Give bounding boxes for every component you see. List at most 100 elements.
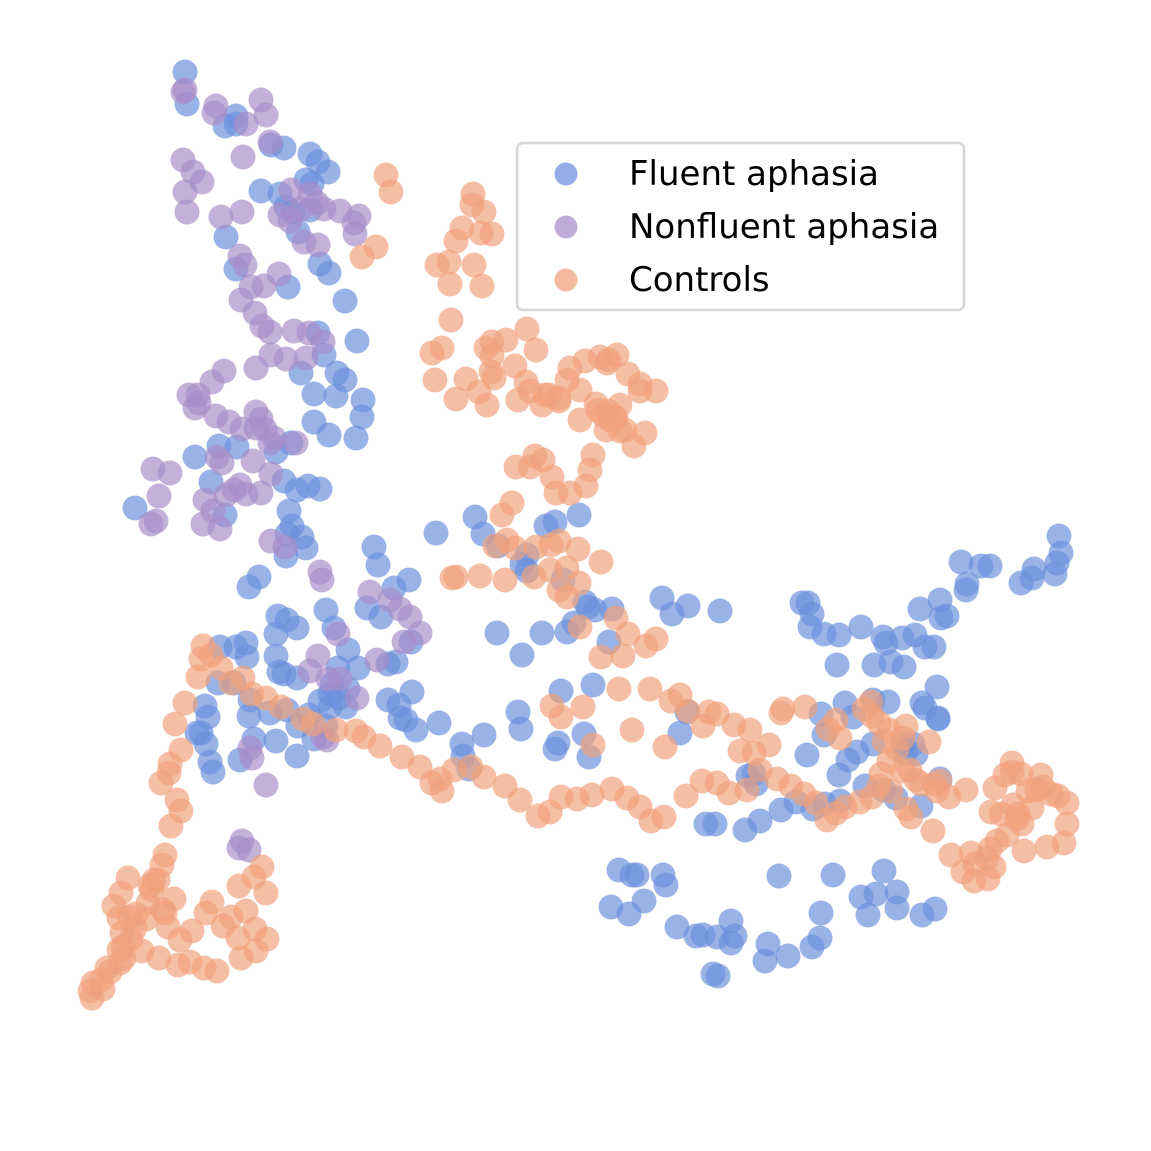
point-fluent-aphasia-0 xyxy=(172,59,198,85)
point-controls-99 xyxy=(615,621,641,647)
point-fluent-aphasia-250 xyxy=(948,549,974,575)
point-nonfluent-aphasia-67 xyxy=(233,481,259,507)
point-fluent-aphasia-246 xyxy=(928,605,954,631)
point-controls-213 xyxy=(525,803,551,829)
point-nonfluent-aphasia-4 xyxy=(201,100,227,126)
point-controls-121 xyxy=(756,732,782,758)
point-nonfluent-aphasia-94 xyxy=(327,666,353,692)
legend: Fluent aphasia Nonfluent aphasia Control… xyxy=(515,141,966,312)
point-fluent-aphasia-119 xyxy=(184,720,210,746)
point-fluent-aphasia-60 xyxy=(396,567,422,593)
point-controls-273 xyxy=(115,865,141,891)
point-controls-135 xyxy=(893,713,919,739)
point-controls-138 xyxy=(871,728,897,754)
point-controls-198 xyxy=(747,757,773,783)
point-controls-227 xyxy=(323,717,349,743)
point-controls-124 xyxy=(770,696,796,722)
point-nonfluent-aphasia-58 xyxy=(229,416,255,442)
point-controls-66 xyxy=(567,407,593,433)
point-controls-240 xyxy=(172,690,198,716)
point-controls-172 xyxy=(1028,762,1054,788)
point-fluent-aphasia-191 xyxy=(705,963,731,989)
point-controls-281 xyxy=(179,918,205,944)
point-controls-88 xyxy=(565,536,591,562)
point-fluent-aphasia-183 xyxy=(664,914,690,940)
point-nonfluent-aphasia-44 xyxy=(243,355,269,381)
point-fluent-aphasia-143 xyxy=(386,692,412,718)
point-nonfluent-aphasia-82 xyxy=(309,567,335,593)
point-nonfluent-aphasia-100 xyxy=(253,772,279,798)
point-fluent-aphasia-145 xyxy=(508,716,534,742)
point-nonfluent-aphasia-20 xyxy=(277,208,303,234)
point-fluent-aphasia-202 xyxy=(884,895,910,921)
point-controls-81 xyxy=(467,563,493,589)
point-fluent-aphasia-160 xyxy=(794,742,820,768)
point-fluent-aphasia-209 xyxy=(747,808,773,834)
point-nonfluent-aphasia-90 xyxy=(325,621,351,647)
legend-marker-controls xyxy=(554,268,578,292)
point-controls-35 xyxy=(474,392,500,418)
point-fluent-aphasia-255 xyxy=(1021,556,1047,582)
point-controls-15 xyxy=(469,273,495,299)
point-fluent-aphasia-204 xyxy=(922,896,948,922)
point-controls-245 xyxy=(148,770,174,796)
point-controls-76 xyxy=(530,447,556,473)
legend-box xyxy=(515,141,966,312)
point-controls-169 xyxy=(1000,792,1026,818)
point-fluent-aphasia-152 xyxy=(580,672,606,698)
point-nonfluent-aphasia-12 xyxy=(172,179,198,205)
point-controls-103 xyxy=(643,626,669,652)
point-nonfluent-aphasia-5 xyxy=(233,111,259,137)
point-fluent-aphasia-193 xyxy=(752,948,778,974)
point-controls-51 xyxy=(643,378,669,404)
point-fluent-aphasia-245 xyxy=(907,596,933,622)
point-fluent-aphasia-196 xyxy=(807,925,833,951)
point-controls-89 xyxy=(588,549,614,575)
point-fluent-aphasia-249 xyxy=(954,571,980,597)
point-controls-84 xyxy=(492,567,518,593)
point-nonfluent-aphasia-18 xyxy=(229,199,255,225)
point-fluent-aphasia-102 xyxy=(471,722,497,748)
point-controls-8 xyxy=(471,199,497,225)
point-controls-178 xyxy=(1034,834,1060,860)
point-fluent-aphasia-176 xyxy=(650,862,676,888)
point-nonfluent-aphasia-50 xyxy=(182,395,208,421)
point-nonfluent-aphasia-103 xyxy=(236,837,262,863)
point-fluent-aphasia-174 xyxy=(693,811,719,837)
point-controls-239 xyxy=(185,664,211,690)
point-nonfluent-aphasia-17 xyxy=(278,177,304,203)
point-fluent-aphasia-31 xyxy=(323,383,349,409)
point-fluent-aphasia-179 xyxy=(606,857,632,883)
point-fluent-aphasia-150 xyxy=(484,620,510,646)
point-controls-186 xyxy=(893,796,919,822)
point-controls-275 xyxy=(145,867,171,893)
point-controls-215 xyxy=(492,773,518,799)
point-fluent-aphasia-200 xyxy=(863,881,889,907)
point-fluent-aphasia-47 xyxy=(122,495,148,521)
point-controls-202 xyxy=(689,768,715,794)
point-controls-122 xyxy=(727,738,753,764)
point-fluent-aphasia-171 xyxy=(921,634,947,660)
point-controls-92 xyxy=(554,555,580,581)
point-fluent-aphasia-194 xyxy=(775,943,801,969)
point-controls-179 xyxy=(1011,838,1037,864)
point-fluent-aphasia-229 xyxy=(924,674,950,700)
point-controls-14 xyxy=(461,252,487,278)
point-fluent-aphasia-35 xyxy=(316,422,342,448)
point-nonfluent-aphasia-75 xyxy=(146,483,172,509)
point-fluent-aphasia-242 xyxy=(870,624,896,650)
point-nonfluent-aphasia-61 xyxy=(261,425,287,451)
point-controls-94 xyxy=(502,535,528,561)
point-controls-30 xyxy=(479,343,505,369)
point-controls-78 xyxy=(489,502,515,528)
point-fluent-aphasia-52 xyxy=(293,535,319,561)
point-controls-13 xyxy=(437,271,463,297)
point-nonfluent-aphasia-8 xyxy=(230,144,256,170)
point-nonfluent-aphasia-19 xyxy=(208,204,234,230)
point-fluent-aphasia-239 xyxy=(799,601,825,627)
point-nonfluent-aphasia-83 xyxy=(357,579,383,605)
point-nonfluent-aphasia-74 xyxy=(140,456,166,482)
point-nonfluent-aphasia-26 xyxy=(342,221,368,247)
point-fluent-aphasia-92 xyxy=(284,615,310,641)
point-controls-10 xyxy=(479,221,505,247)
